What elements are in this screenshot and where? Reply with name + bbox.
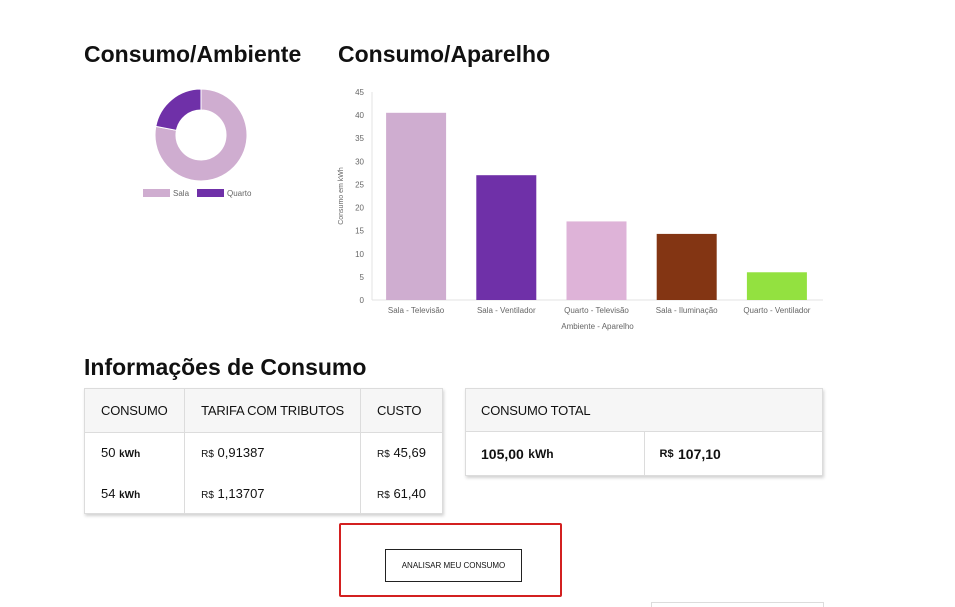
table-header-row: CONSUMO TARIFA COM TRIBUTOS CUSTO (85, 389, 442, 433)
y-tick-label: 45 (355, 88, 364, 97)
custo-cell: R$ 61,40 (361, 473, 442, 513)
total-cost-cell: R$ 107,10 (645, 432, 823, 476)
header-consumo: CONSUMO (85, 389, 186, 433)
total-kwh-value: 105,00 (481, 446, 524, 462)
highlight-box (339, 523, 562, 597)
analisar-consumo-button[interactable]: ANALISAR MEU CONSUMO (385, 549, 522, 582)
x-axis-title: Ambiente - Aparelho (561, 322, 634, 331)
custo-cell: R$ 45,69 (361, 432, 442, 473)
table-row: 54 kWh R$ 1,13707 R$ 61,40 (85, 473, 442, 513)
tarifa-value: 1,13707 (217, 485, 265, 501)
consumo-unit: kWh (119, 489, 141, 501)
y-tick-label: 5 (360, 273, 365, 282)
custo-value: 45,69 (393, 445, 426, 461)
legend-label: Sala (173, 189, 190, 198)
donut-chart: Sala Quarto (143, 88, 252, 198)
consumo-total-row: 105,00 kWh R$ 107,10 (466, 432, 822, 476)
y-tick-label: 30 (355, 157, 364, 166)
currency-symbol: R$ (659, 448, 674, 460)
consumo-cell: 50 kWh (85, 432, 186, 474)
consumo-unit: kWh (119, 449, 141, 461)
custo-value: 61,40 (393, 485, 426, 501)
next-card-edge (651, 602, 824, 607)
tarifa-cell: R$ 0,91387 (184, 432, 362, 474)
currency-symbol: R$ (201, 489, 214, 501)
bar (386, 112, 447, 300)
x-tick-label: Quarto - Ventilador (743, 306, 810, 315)
total-cost-value: 107,10 (678, 446, 721, 462)
y-axis-title: Consumo em kWh (338, 167, 345, 225)
tarifa-cell: R$ 1,13707 (184, 473, 362, 513)
x-tick-label: Quarto - Televisão (564, 306, 629, 315)
pie-slice-quarto (155, 88, 202, 131)
bar (746, 272, 807, 300)
consumo-ambiente-title: Consumo/Ambiente (84, 41, 302, 67)
currency-symbol: R$ (201, 449, 214, 461)
currency-symbol: R$ (377, 489, 390, 501)
header-custo: CUSTO (360, 389, 442, 433)
y-tick-label: 0 (360, 296, 365, 305)
bar (656, 233, 717, 300)
table-row: 50 kWh R$ 0,91387 R$ 45,69 (85, 432, 442, 474)
y-tick-label: 10 (355, 250, 364, 259)
consumo-table: CONSUMO TARIFA COM TRIBUTOS CUSTO 50 kWh… (84, 388, 443, 514)
currency-symbol: R$ (377, 449, 390, 461)
consumo-total-card: CONSUMO TOTAL 105,00 kWh R$ 107,10 (465, 388, 823, 476)
x-tick-label: Sala - Iluminação (656, 306, 718, 315)
pie-slice-sala (154, 88, 248, 182)
bar (476, 175, 537, 300)
tarifa-value: 0,91387 (217, 445, 265, 461)
consumo-value: 54 (101, 485, 116, 501)
y-tick-label: 25 (355, 180, 364, 189)
legend-swatch (197, 189, 224, 197)
bar (566, 221, 627, 300)
y-tick-label: 20 (355, 204, 364, 213)
bar-chart: 0 5 10 15 20 25 30 35 40 45 Sala - Televisão Sala -… (338, 88, 823, 331)
legend-swatch (143, 189, 170, 197)
header-tarifa: TARIFA COM TRIBUTOS (184, 389, 362, 433)
legend-label: Quarto (227, 189, 252, 198)
informacoes-consumo-title: Informações de Consumo (84, 354, 367, 380)
y-tick-label: 15 (355, 227, 364, 236)
consumo-cell: 54 kWh (85, 473, 186, 513)
total-kwh-unit: kWh (528, 447, 554, 461)
y-tick-label: 40 (355, 111, 364, 120)
total-kwh-cell: 105,00 kWh (466, 432, 645, 476)
consumo-aparelho-title: Consumo/Aparelho (338, 41, 551, 67)
x-tick-label: Sala - Televisão (388, 306, 445, 315)
x-tick-label: Sala - Ventilador (477, 306, 536, 315)
consumo-total-header: CONSUMO TOTAL (466, 389, 822, 432)
y-tick-label: 35 (355, 134, 364, 143)
consumo-value: 50 (101, 445, 116, 461)
